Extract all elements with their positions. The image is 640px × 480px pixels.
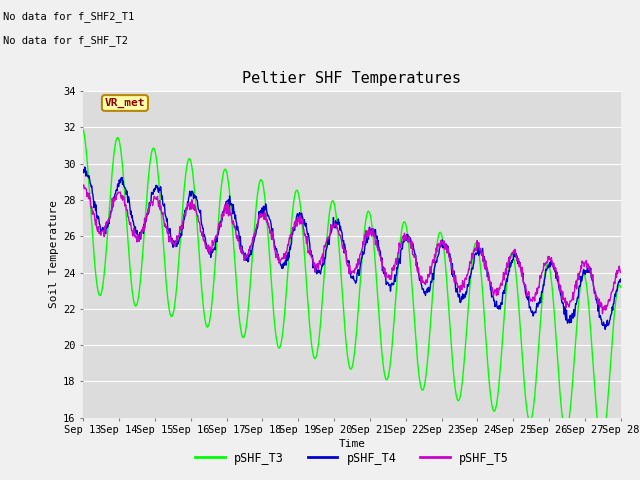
Legend: pSHF_T3, pSHF_T4, pSHF_T5: pSHF_T3, pSHF_T4, pSHF_T5: [191, 447, 513, 469]
Text: No data for f_SHF_T2: No data for f_SHF_T2: [3, 35, 128, 46]
Y-axis label: Soil Temperature: Soil Temperature: [49, 201, 59, 309]
Text: No data for f_SHF2_T1: No data for f_SHF2_T1: [3, 11, 134, 22]
X-axis label: Time: Time: [339, 439, 365, 449]
Text: VR_met: VR_met: [105, 98, 145, 108]
Title: Peltier SHF Temperatures: Peltier SHF Temperatures: [243, 71, 461, 86]
